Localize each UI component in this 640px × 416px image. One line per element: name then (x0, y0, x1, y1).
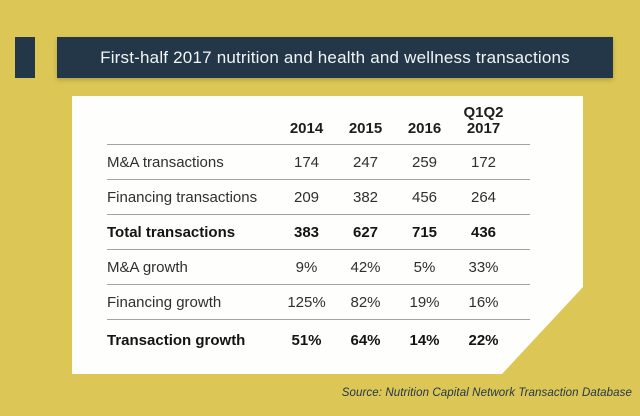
row-label: Financing transactions (107, 188, 258, 206)
table-row: M&A growth 9% 42% 5% 33% (107, 250, 530, 285)
row-value: 16% (468, 293, 499, 311)
row-label: Total transactions (107, 223, 236, 241)
title-bar: First-half 2017 nutrition and health and… (57, 37, 613, 78)
column-header-2015: 2015 (348, 120, 383, 137)
row-value: 5% (413, 258, 436, 276)
source-credit: Source: Nutrition Capital Network Transa… (341, 387, 632, 399)
table-row: Financing transactions 209 382 456 264 (107, 180, 530, 215)
row-value: 264 (470, 188, 497, 206)
row-value: 627 (352, 223, 379, 241)
column-header-2016: 2016 (407, 120, 442, 137)
table-row: Transaction growth 51% 64% 14% 22% (107, 320, 530, 360)
row-value: 82% (350, 293, 381, 311)
row-value: 209 (293, 188, 320, 206)
row-value: 19% (409, 293, 440, 311)
table-card: 2014 2015 2016 Q1Q2 2017 M&A transactions 174… (72, 96, 583, 374)
row-value: 9% (295, 258, 318, 276)
row-value: 382 (352, 188, 379, 206)
row-value: 174 (293, 153, 320, 171)
row-value: 172 (470, 153, 497, 171)
row-value: 22% (468, 331, 499, 349)
row-value: 64% (350, 331, 381, 349)
row-value: 715 (411, 223, 438, 241)
row-value: 42% (350, 258, 381, 276)
row-label: Financing growth (107, 293, 222, 311)
row-value: 436 (470, 223, 497, 241)
transactions-table: 2014 2015 2016 Q1Q2 2017 M&A transactions 174… (107, 96, 530, 360)
row-value: 14% (409, 331, 440, 349)
column-header-2014: 2014 (289, 120, 324, 137)
row-label: M&A growth (107, 258, 188, 276)
column-header-q1q2: Q1Q2 2017 (463, 104, 504, 137)
table-row: Total transactions 383 627 715 436 (107, 215, 530, 250)
row-value: 33% (468, 258, 499, 276)
row-label: M&A transactions (107, 153, 224, 171)
page-title: First-half 2017 nutrition and health and… (100, 47, 570, 67)
row-value: 383 (293, 223, 320, 241)
table-header-row: 2014 2015 2016 Q1Q2 2017 (107, 96, 530, 145)
table-row: M&A transactions 174 247 259 172 (107, 145, 530, 180)
row-value: 125% (287, 293, 326, 311)
row-value: 259 (411, 153, 438, 171)
row-value: 247 (352, 153, 379, 171)
row-value: 456 (411, 188, 438, 206)
row-label: Transaction growth (107, 331, 246, 349)
table-row: Financing growth 125% 82% 19% 16% (107, 285, 530, 320)
accent-square (15, 37, 35, 78)
row-value: 51% (291, 331, 322, 349)
